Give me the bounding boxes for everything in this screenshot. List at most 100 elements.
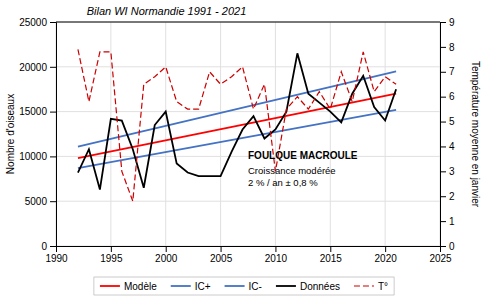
tick-label: 2010 [265,253,288,264]
tick-mark [166,246,167,252]
legend-frame [94,277,394,295]
tick: 25000 [19,17,56,28]
series-line [78,71,396,146]
tick-label: 0 [41,241,47,252]
tick-label: 2000 [155,253,178,264]
tick-label: 1 [449,216,455,227]
legend-item: Modèle [100,281,157,292]
tick: 2020 [375,246,398,264]
tick: 8 [440,42,455,53]
tick-label: 15000 [19,106,47,117]
tick: 2 [440,191,455,202]
grid-line [56,22,440,23]
legend-label: T° [378,281,388,292]
tick-mark [50,22,56,23]
legend-swatch [354,285,374,286]
grid-line [275,22,276,246]
axis-line [57,247,441,253]
annotation: FOULQUE MACROULE [248,150,358,161]
tick: 1995 [100,246,123,264]
tick: 2000 [155,246,178,264]
tick: 1990 [45,246,68,264]
tick-label: 7 [449,66,455,77]
tick-mark [440,72,446,73]
tick-mark [440,47,446,48]
grid-line [330,22,331,246]
tick-mark [440,97,446,98]
legend-item: Données [276,281,340,292]
y-axis-label: Nombre d'oiseaux [5,94,16,174]
grid-line [56,66,440,67]
tick-mark [385,246,386,252]
legend-label: Modèle [124,281,157,292]
tick: 5 [440,116,455,127]
tick-label: 8 [449,42,455,53]
tick-label: 2015 [320,253,343,264]
tick: 10000 [19,151,56,162]
tick-mark [440,171,446,172]
legend-swatch [171,285,191,287]
x-axis: 1990 1995 2000 2005 2010 2015 2020 2025 [45,246,452,264]
tick-label: 10000 [19,151,47,162]
tick-mark [330,246,331,252]
tick: 2015 [320,246,343,264]
tick-mark [440,22,446,23]
tick-mark [50,67,56,68]
legend-label: IC+ [195,281,211,292]
title: Bilan WI Normandie 1991 - 2021 [87,5,247,17]
tick: 0 [41,241,56,252]
tick-label: 2020 [375,253,398,264]
tick: 20000 [19,62,56,73]
tick: 0 [440,241,455,252]
legend-label: Données [300,281,340,292]
axis-line [50,23,57,247]
tick-mark [50,112,56,113]
tick-mark [221,246,222,252]
plot-area [78,49,396,201]
annotation: 2 % / an ± 0,8 % [248,177,318,188]
tick-mark [440,146,446,147]
tick-label: 2 [449,191,455,202]
grid-line [56,201,440,202]
tick-label: 5 [449,116,455,127]
tick: 5000 [25,196,56,207]
plot-frame [56,22,440,23]
tick-mark [275,246,276,252]
tick: 3 [440,166,455,177]
tick: 6 [440,91,455,102]
y2-axis-label: Température moyenne en janvier [470,61,481,208]
legend-swatch [100,285,120,287]
annotation: Croissance modérée [248,165,336,176]
grid-line [385,22,386,246]
tick-label: 0 [449,241,455,252]
series-line [78,49,396,201]
legend-swatch [276,285,296,287]
tick-label: 9 [449,17,455,28]
tick-label: 6 [449,91,455,102]
chart: 1990199520002005201020152020202505000100… [0,0,488,298]
legend-item: IC- [225,281,262,292]
legend-label: IC- [249,281,262,292]
tick-label: 2005 [210,253,233,264]
series-line [78,53,396,189]
axis-line [441,23,447,247]
y-axis: 0 5000 10000 15000 20000 25000 [19,17,56,252]
tick-mark [50,201,56,202]
tick-label: 5000 [25,196,48,207]
grid [56,22,440,246]
annotations: FOULQUE MACROULE Croissance modérée2 % / … [248,150,358,188]
tick-label: 1990 [45,253,68,264]
tick-label: 2025 [429,253,452,264]
y2-axis: 0 1 2 3 4 5 6 7 8 9 [440,17,455,252]
grid-line [220,22,221,246]
tick-mark [440,246,446,247]
tick-mark [50,156,56,157]
tick-mark [50,246,56,247]
tick-label: 4 [449,141,455,152]
tick-mark [440,221,446,222]
legend-item: T° [354,281,388,292]
tick: 7 [440,66,455,77]
grid-line [165,22,166,246]
tick-label: 20000 [19,62,47,73]
tick-label: 25000 [19,17,47,28]
